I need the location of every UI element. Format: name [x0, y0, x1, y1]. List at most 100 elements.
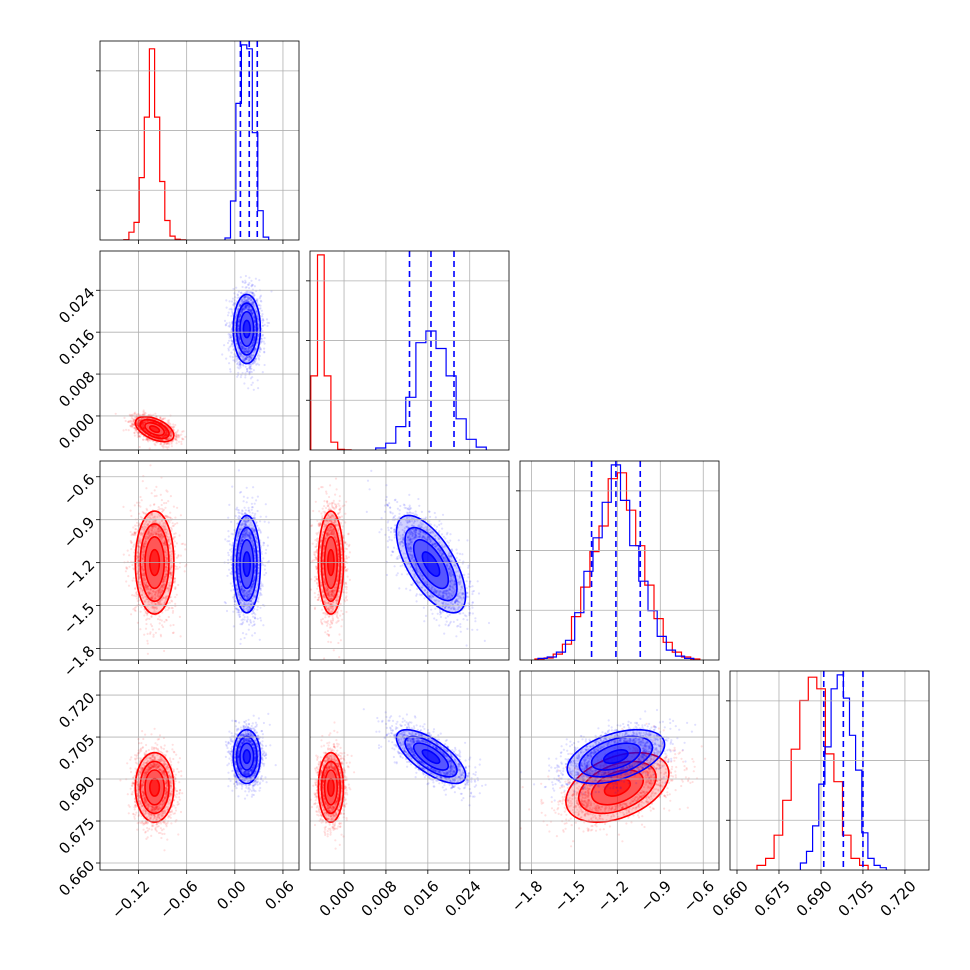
y-tick-label: 0.016	[55, 326, 98, 369]
grid-lines	[730, 700, 929, 821]
histogram-series-0	[123, 48, 186, 240]
grid-lines	[310, 280, 509, 401]
panel-1-1	[306, 250, 510, 454]
y-tick-label: −0.9	[60, 513, 98, 551]
panel-content	[119, 712, 277, 852]
density-fill-level-3	[149, 425, 160, 433]
grid-lines	[343, 671, 471, 870]
y-tick-label: 0.008	[55, 368, 98, 411]
x-tick-label: −1.8	[508, 877, 546, 915]
contour-0.5σ	[602, 749, 629, 765]
contour-2σ	[566, 728, 666, 785]
panel-frame	[309, 250, 510, 451]
grid-lines	[138, 461, 284, 660]
x-tick-label: 0.675	[751, 877, 794, 920]
contour-0.5σ	[242, 749, 252, 765]
panel-3-3	[726, 670, 930, 874]
panel-1-0	[96, 250, 300, 454]
x-tick-label: −0.9	[637, 877, 675, 915]
contour-1.5σ	[235, 526, 258, 602]
contour-0.5σ	[421, 749, 441, 765]
grid-lines	[531, 671, 704, 870]
contour-1.5σ	[577, 760, 657, 815]
contour-1.5σ	[139, 418, 170, 440]
contour-1.5σ	[139, 760, 170, 815]
panel-2-1	[309, 460, 510, 664]
contour-1σ	[412, 742, 450, 771]
histogram-series-0	[756, 676, 869, 870]
panel-3-1	[309, 670, 510, 874]
panel-frame	[519, 460, 720, 661]
panel-2-0	[96, 460, 300, 664]
contour-1.5σ	[404, 735, 458, 778]
panel-content	[534, 461, 701, 660]
x-tick-label: 0.720	[877, 877, 920, 920]
y-tick-label: −1.5	[60, 599, 98, 637]
panel-frame	[99, 250, 300, 451]
contour-1σ	[239, 742, 255, 771]
y-tick-label: 0.675	[55, 815, 98, 858]
contour-2σ	[232, 293, 262, 365]
panel-content	[123, 41, 270, 240]
x-tick-label: 0.008	[358, 877, 401, 920]
x-tick-label: 0.016	[400, 877, 443, 920]
contour-1σ	[590, 742, 642, 771]
grid-lines	[343, 251, 471, 450]
contour-1σ	[412, 538, 450, 590]
contour-1σ	[144, 769, 165, 806]
x-tick-label: 0.690	[793, 877, 836, 920]
contour-1σ	[239, 310, 255, 348]
grid-lines	[100, 70, 299, 191]
contour-1.5σ	[320, 760, 342, 815]
contour-2σ	[232, 728, 262, 785]
density-fill-level-3	[149, 778, 160, 797]
x-tick-label: −1.2	[594, 877, 632, 915]
contour-0.5σ	[148, 425, 161, 434]
contour-0.5σ	[242, 551, 252, 578]
contour-1.5σ	[235, 735, 258, 778]
y-tick-label: 0.660	[55, 857, 98, 900]
contour-1σ	[144, 422, 166, 437]
x-tick-label: −0.12	[108, 877, 153, 922]
panel-3-2	[519, 670, 720, 874]
density-fill-level-3	[243, 320, 251, 338]
panel-content	[756, 671, 887, 870]
y-tick-label: −0.6	[60, 470, 98, 508]
panel-frame	[309, 460, 510, 661]
y-tick-label: 0.720	[55, 689, 98, 732]
panel-content	[114, 274, 273, 450]
panel-content	[310, 708, 487, 850]
contour-2σ	[134, 751, 175, 823]
panel-frame	[99, 460, 300, 661]
panel-content	[310, 251, 487, 450]
panel-frame	[309, 670, 510, 871]
y-tick-label: 0.024	[55, 284, 98, 327]
contour-1.5σ	[578, 735, 654, 778]
x-tick-label: 0.705	[835, 877, 878, 920]
density-fill-level-3	[327, 778, 334, 797]
panel-frame	[519, 670, 720, 871]
panel-0-0	[96, 40, 300, 244]
panel-2-2	[516, 460, 720, 664]
panel-frame	[99, 40, 300, 241]
density-fill-level-3	[422, 551, 440, 577]
density-fill-level-3	[243, 551, 251, 577]
contour-2σ	[395, 728, 467, 785]
contour-1.5σ	[235, 302, 258, 356]
grid-lines	[531, 461, 704, 660]
x-tick-label: 0.00	[213, 877, 249, 913]
x-tick-label: 0.000	[316, 877, 359, 920]
panel-content	[520, 708, 707, 848]
contour-0.5σ	[242, 319, 251, 339]
contour-1σ	[239, 538, 255, 590]
scatter-points-series-1	[520, 708, 697, 802]
density-fill-level-3	[422, 749, 440, 764]
contour-2σ	[395, 514, 467, 614]
y-tick-label: 0.690	[55, 773, 98, 816]
histogram-series-0	[310, 254, 352, 450]
panel-3-0	[96, 670, 300, 874]
contour-1σ	[590, 769, 645, 806]
contour-2σ	[317, 751, 345, 823]
x-tick-label: 0.024	[441, 877, 484, 920]
